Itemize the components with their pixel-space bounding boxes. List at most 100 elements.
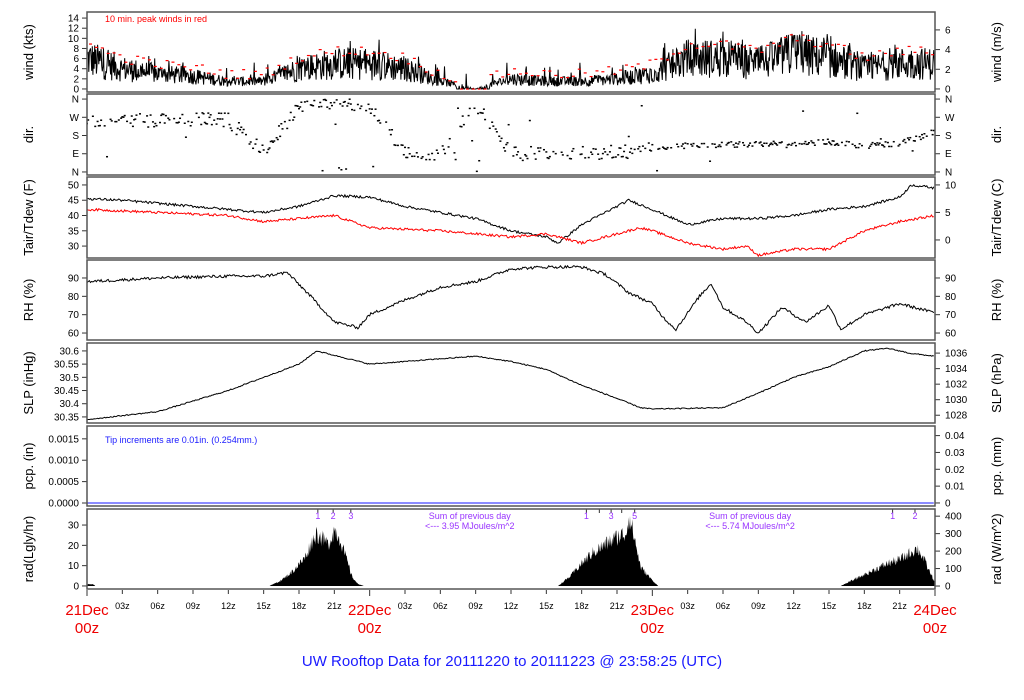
peak-wind-mark bbox=[136, 55, 140, 57]
peak-wind-mark bbox=[265, 67, 269, 69]
day-label-time: 00z bbox=[923, 620, 947, 637]
y-tick-label: 45 bbox=[68, 196, 80, 207]
peak-wind-mark bbox=[89, 43, 93, 45]
peak-wind-mark bbox=[177, 64, 181, 66]
direction-point bbox=[267, 148, 270, 151]
direction-point bbox=[473, 107, 476, 110]
direction-point bbox=[348, 98, 351, 100]
peak-wind-mark bbox=[271, 74, 275, 76]
direction-point bbox=[587, 156, 590, 159]
direction-point bbox=[610, 144, 613, 147]
slp-slp-line bbox=[87, 347, 934, 421]
direction-point bbox=[379, 122, 382, 124]
peak-wind-mark bbox=[583, 72, 587, 74]
direction-point bbox=[371, 108, 374, 110]
direction-point bbox=[100, 119, 103, 121]
direction-point bbox=[300, 101, 303, 103]
direction-point bbox=[686, 143, 689, 145]
direction-point bbox=[155, 124, 158, 127]
direction-point bbox=[512, 155, 515, 157]
direction-point bbox=[453, 152, 456, 154]
peak-wind-mark bbox=[760, 51, 764, 53]
direction-point bbox=[897, 145, 900, 147]
slp-panel: 30.35 30.4 30.45 30.5 30.55 30.6 1028 1030 1032 1… bbox=[21, 342, 1004, 424]
daily-sum-heading: Sum of previous day bbox=[709, 511, 792, 521]
direction-point bbox=[288, 119, 291, 122]
peak-wind-mark bbox=[701, 45, 705, 48]
pcp-panel: 0.0000 0.0005 0.0010 0.0015 0 0.01 0.02 0.03 0.0… bbox=[21, 425, 1004, 510]
peak-wind-mark bbox=[430, 74, 434, 76]
y-tick-label: 30.35 bbox=[54, 412, 79, 423]
direction-point bbox=[706, 146, 709, 148]
direction-point bbox=[407, 147, 410, 149]
peak-wind-mark bbox=[848, 53, 852, 55]
direction-point bbox=[201, 112, 204, 114]
peak-wind-mark bbox=[253, 70, 257, 72]
direction-point bbox=[572, 147, 575, 150]
direction-point bbox=[230, 129, 233, 132]
y-axis-label: SLP (inHg) bbox=[21, 351, 36, 414]
peak-wind-mark bbox=[483, 88, 487, 90]
wind-speed-line bbox=[87, 28, 935, 91]
direction-point bbox=[286, 127, 289, 130]
day-label-time: 00z bbox=[358, 620, 382, 637]
peak-wind-mark bbox=[872, 55, 876, 57]
direction-point bbox=[97, 125, 100, 127]
peak-wind-mark bbox=[836, 43, 840, 45]
peak-wind-mark bbox=[460, 88, 464, 90]
direction-point bbox=[779, 141, 782, 144]
direction-point bbox=[228, 123, 231, 126]
direction-point bbox=[592, 147, 595, 150]
peak-wind-mark bbox=[295, 62, 299, 64]
peak-wind-mark bbox=[412, 57, 416, 60]
direction-point bbox=[697, 146, 700, 148]
direction-point bbox=[618, 147, 621, 149]
peak-wind-mark bbox=[183, 66, 187, 68]
direction-point bbox=[747, 144, 750, 147]
direction-point bbox=[235, 133, 238, 136]
direction-point bbox=[236, 127, 239, 130]
direction-point bbox=[275, 136, 278, 139]
peak-wind-mark bbox=[524, 72, 528, 74]
direction-point bbox=[298, 107, 300, 110]
direction-point bbox=[767, 145, 770, 147]
direction-point bbox=[932, 129, 935, 132]
direction-point bbox=[844, 144, 847, 147]
direction-point bbox=[580, 153, 583, 155]
direction-point bbox=[670, 146, 673, 149]
direction-point bbox=[223, 112, 226, 114]
direction-point bbox=[179, 117, 182, 120]
direction-point bbox=[790, 144, 793, 146]
peak-wind-mark bbox=[719, 40, 723, 42]
direction-point bbox=[190, 121, 193, 124]
direction-point bbox=[294, 104, 297, 107]
direction-point bbox=[306, 100, 309, 103]
direction-point bbox=[367, 103, 370, 106]
direction-point bbox=[339, 103, 342, 105]
y-axis-label: pcp. (in) bbox=[21, 443, 36, 490]
direction-point bbox=[855, 146, 858, 149]
peak-wind-mark bbox=[595, 70, 599, 72]
direction-point bbox=[620, 155, 623, 158]
direction-point bbox=[117, 119, 120, 121]
direction-point bbox=[664, 148, 667, 150]
peak-wind-mark bbox=[100, 47, 104, 49]
x-tick-label: 09z bbox=[751, 601, 766, 611]
y-axis-label: rad(Lgly/hr) bbox=[21, 516, 36, 582]
direction-point bbox=[906, 137, 909, 139]
direction-point bbox=[322, 98, 325, 101]
hour-marker-label: 1 bbox=[584, 511, 589, 521]
direction-point bbox=[860, 144, 863, 147]
y-right-tick-label: E bbox=[945, 149, 952, 160]
y-right-tick-label: 5 bbox=[945, 208, 951, 219]
direction-point bbox=[913, 140, 916, 142]
peak-wind-mark bbox=[365, 54, 369, 56]
hour-marker-label: 3 bbox=[348, 511, 353, 521]
direction-point bbox=[692, 142, 695, 145]
y-tick-label: 20 bbox=[68, 541, 80, 552]
direction-point bbox=[492, 125, 495, 127]
direction-point bbox=[277, 125, 280, 127]
y-right-tick-label: W bbox=[945, 113, 955, 124]
peak-wind-mark bbox=[889, 55, 893, 57]
direction-point bbox=[222, 125, 225, 128]
